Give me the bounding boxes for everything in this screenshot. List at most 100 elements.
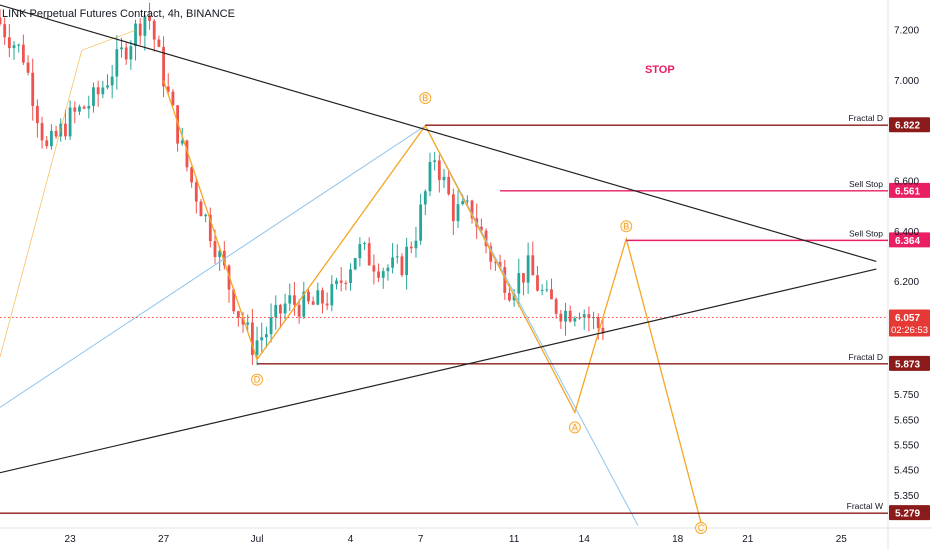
candle-body: [592, 317, 595, 319]
x-tick-label: 14: [579, 534, 591, 545]
candle-body: [335, 280, 338, 285]
candle-body: [409, 246, 413, 249]
candle-body: [213, 241, 217, 257]
candle-body: [339, 280, 343, 283]
y-tick-label: 7.200: [894, 26, 919, 37]
candle-body: [437, 160, 441, 181]
candle-body: [166, 86, 170, 92]
candle-body: [269, 317, 273, 335]
candle-body: [138, 23, 142, 36]
candle-body: [260, 337, 264, 341]
candle-body: [321, 290, 324, 304]
candle-body: [218, 250, 222, 257]
candle-body: [204, 214, 208, 217]
candle-body: [157, 39, 161, 47]
x-tick-label: 25: [836, 534, 848, 545]
wave-label-text: A: [572, 422, 578, 432]
candle-body: [367, 243, 371, 266]
candle-body: [21, 44, 25, 63]
level-price-tag-text: 6.561: [895, 186, 920, 197]
candle-body: [92, 87, 95, 106]
stop-annotation: STOP: [645, 64, 675, 76]
x-tick-label: 11: [509, 534, 520, 545]
candle-body: [115, 49, 119, 77]
candle-body: [246, 322, 250, 325]
candle-body: [344, 282, 348, 284]
x-tick-label: 23: [65, 534, 77, 545]
time-axis[interactable]: 23 27 Jul 4 7 11 14 18 21 25: [65, 534, 848, 545]
candle-body: [279, 304, 282, 314]
level-price-tag: [889, 182, 930, 198]
candle-body: [176, 105, 179, 144]
candle-body: [554, 299, 558, 314]
candle-body: [241, 317, 245, 325]
candle-body: [185, 140, 189, 168]
level-label: Sell Stop: [849, 179, 883, 189]
candle-body: [503, 267, 507, 293]
candle-body: [12, 45, 16, 49]
candle-body: [82, 106, 86, 109]
level-label: Sell Stop: [849, 228, 883, 238]
y-tick-label: 5.650: [894, 415, 919, 426]
candle-body: [3, 24, 7, 38]
candle-body: [372, 265, 376, 272]
y-tick-label: 6.600: [894, 177, 919, 188]
wave-labels: D B A B C STOP: [251, 64, 708, 534]
candle-body: [531, 255, 535, 276]
candle-body: [54, 130, 58, 137]
x-tick-label: 7: [418, 534, 424, 545]
current-price-text: 6.057: [895, 313, 920, 324]
candle-body: [78, 106, 81, 112]
candle-body: [31, 72, 35, 106]
candle-body: [68, 107, 72, 137]
candle-body: [363, 243, 366, 245]
candle-body: [50, 130, 53, 147]
candle-body: [171, 91, 175, 106]
candle-body: [134, 23, 137, 47]
candle-body: [377, 271, 380, 278]
level-price-tag-text: 6.822: [895, 121, 920, 132]
candle-body: [423, 191, 427, 205]
candle-body: [349, 269, 352, 284]
candle-body: [601, 327, 605, 334]
candle-body: [190, 167, 194, 183]
candle-body: [517, 273, 521, 294]
y-tick-label: 5.450: [894, 466, 919, 477]
x-tick-label: 4: [348, 534, 354, 545]
candle-body: [297, 304, 301, 317]
candle-body: [498, 262, 502, 268]
candle-body: [87, 105, 91, 109]
candle-body: [428, 161, 432, 192]
wave-label-circle: [568, 421, 581, 434]
y-tick-label: 7.000: [894, 76, 919, 87]
trendline-upper-resistance[interactable]: [0, 4, 877, 263]
level-price-tag: [889, 355, 930, 371]
candle-body: [596, 317, 600, 328]
candle-body: [162, 46, 165, 87]
candles: [0, 2, 605, 366]
level-price-tag-text: 5.873: [895, 359, 920, 370]
candle-body: [194, 182, 198, 202]
candle-body: [96, 87, 100, 95]
candle-body: [124, 47, 128, 60]
candle-body: [550, 289, 553, 300]
x-tick-label: 18: [672, 534, 684, 545]
candle-body: [274, 304, 278, 318]
candle-body: [414, 240, 418, 249]
wave-label-text: B: [623, 221, 629, 231]
candle-body: [250, 322, 254, 355]
candle-body: [40, 123, 44, 141]
candle-body: [311, 301, 315, 305]
level-label: Fractal D: [849, 113, 883, 123]
trendline-lower-support[interactable]: [0, 268, 877, 474]
candle-body: [419, 204, 423, 241]
current-price-tag: [889, 309, 930, 337]
candle-body: [152, 20, 156, 40]
wave-label-text: B: [422, 93, 428, 103]
candle-body: [400, 256, 404, 276]
candle-body: [484, 230, 488, 247]
candle-body: [461, 201, 465, 205]
candle-body: [316, 290, 320, 305]
